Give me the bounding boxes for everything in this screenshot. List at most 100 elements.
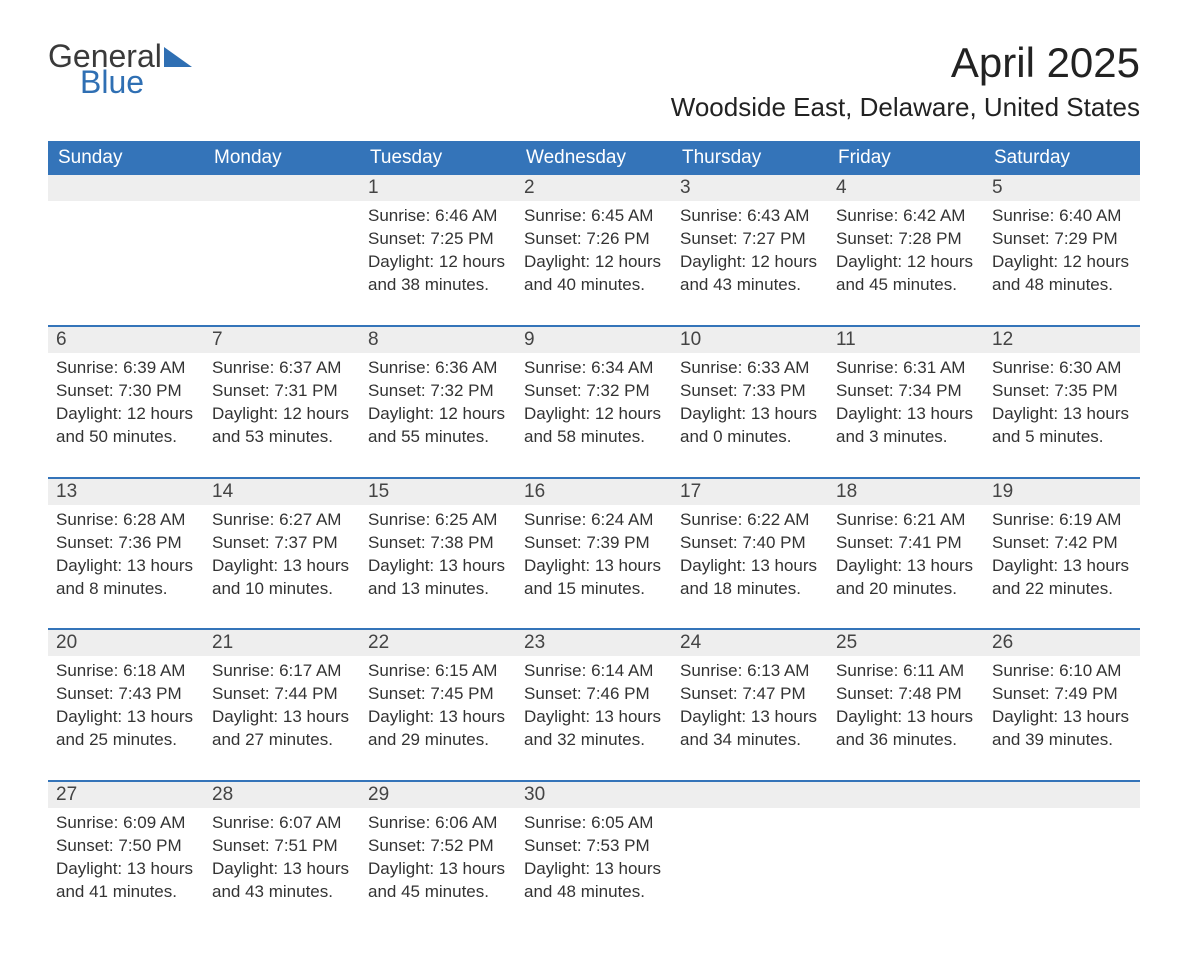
sunset-line: Sunset: 7:53 PM (524, 835, 664, 858)
day-content-cell: Sunrise: 6:40 AMSunset: 7:29 PMDaylight:… (984, 201, 1140, 326)
daylight-line: Daylight: 13 hours and 0 minutes. (680, 403, 820, 449)
month-title: April 2025 (671, 40, 1140, 86)
sunset-line: Sunset: 7:50 PM (56, 835, 196, 858)
weekday-header: Sunday (48, 141, 204, 175)
day-content-cell: Sunrise: 6:30 AMSunset: 7:35 PMDaylight:… (984, 353, 1140, 478)
day-content-cell: Sunrise: 6:19 AMSunset: 7:42 PMDaylight:… (984, 505, 1140, 630)
sunset-line: Sunset: 7:45 PM (368, 683, 508, 706)
day-number-cell: 25 (828, 629, 984, 656)
sunrise-line: Sunrise: 6:39 AM (56, 357, 196, 380)
daylight-line: Daylight: 12 hours and 40 minutes. (524, 251, 664, 297)
day-content-cell (672, 808, 828, 932)
day-number-cell: 27 (48, 781, 204, 808)
sunset-line: Sunset: 7:49 PM (992, 683, 1132, 706)
day-number-cell: 28 (204, 781, 360, 808)
day-content-cell: Sunrise: 6:37 AMSunset: 7:31 PMDaylight:… (204, 353, 360, 478)
sunrise-line: Sunrise: 6:45 AM (524, 205, 664, 228)
week-daynum-row: 13141516171819 (48, 478, 1140, 505)
daylight-line: Daylight: 13 hours and 36 minutes. (836, 706, 976, 752)
day-number-cell: 22 (360, 629, 516, 656)
day-number-cell (984, 781, 1140, 808)
sunset-line: Sunset: 7:30 PM (56, 380, 196, 403)
daylight-line: Daylight: 12 hours and 53 minutes. (212, 403, 352, 449)
day-number-cell: 26 (984, 629, 1140, 656)
day-content-cell: Sunrise: 6:31 AMSunset: 7:34 PMDaylight:… (828, 353, 984, 478)
day-content-cell: Sunrise: 6:28 AMSunset: 7:36 PMDaylight:… (48, 505, 204, 630)
sunset-line: Sunset: 7:34 PM (836, 380, 976, 403)
week-content-row: Sunrise: 6:39 AMSunset: 7:30 PMDaylight:… (48, 353, 1140, 478)
sunrise-line: Sunrise: 6:17 AM (212, 660, 352, 683)
weekday-header: Saturday (984, 141, 1140, 175)
daylight-line: Daylight: 12 hours and 43 minutes. (680, 251, 820, 297)
weekday-header: Monday (204, 141, 360, 175)
daylight-line: Daylight: 13 hours and 18 minutes. (680, 555, 820, 601)
daylight-line: Daylight: 13 hours and 29 minutes. (368, 706, 508, 752)
day-content-cell: Sunrise: 6:07 AMSunset: 7:51 PMDaylight:… (204, 808, 360, 932)
week-content-row: Sunrise: 6:18 AMSunset: 7:43 PMDaylight:… (48, 656, 1140, 781)
day-number-cell: 20 (48, 629, 204, 656)
sunrise-line: Sunrise: 6:40 AM (992, 205, 1132, 228)
day-number-cell: 5 (984, 175, 1140, 201)
sunrise-line: Sunrise: 6:25 AM (368, 509, 508, 532)
day-content-cell: Sunrise: 6:34 AMSunset: 7:32 PMDaylight:… (516, 353, 672, 478)
sunrise-line: Sunrise: 6:27 AM (212, 509, 352, 532)
sunrise-line: Sunrise: 6:18 AM (56, 660, 196, 683)
daylight-line: Daylight: 13 hours and 43 minutes. (212, 858, 352, 904)
day-number-cell (672, 781, 828, 808)
sunset-line: Sunset: 7:36 PM (56, 532, 196, 555)
daylight-line: Daylight: 13 hours and 5 minutes. (992, 403, 1132, 449)
weekday-header: Tuesday (360, 141, 516, 175)
sunrise-line: Sunrise: 6:37 AM (212, 357, 352, 380)
weekday-header: Wednesday (516, 141, 672, 175)
week-content-row: Sunrise: 6:46 AMSunset: 7:25 PMDaylight:… (48, 201, 1140, 326)
day-content-cell: Sunrise: 6:13 AMSunset: 7:47 PMDaylight:… (672, 656, 828, 781)
day-content-cell: Sunrise: 6:25 AMSunset: 7:38 PMDaylight:… (360, 505, 516, 630)
daylight-line: Daylight: 12 hours and 48 minutes. (992, 251, 1132, 297)
sunset-line: Sunset: 7:42 PM (992, 532, 1132, 555)
location-subtitle: Woodside East, Delaware, United States (671, 92, 1140, 123)
sunrise-line: Sunrise: 6:43 AM (680, 205, 820, 228)
sunrise-line: Sunrise: 6:09 AM (56, 812, 196, 835)
day-number-cell: 6 (48, 326, 204, 353)
weekday-header: Thursday (672, 141, 828, 175)
day-number-cell (48, 175, 204, 201)
sunset-line: Sunset: 7:51 PM (212, 835, 352, 858)
day-content-cell: Sunrise: 6:17 AMSunset: 7:44 PMDaylight:… (204, 656, 360, 781)
day-content-cell: Sunrise: 6:10 AMSunset: 7:49 PMDaylight:… (984, 656, 1140, 781)
header-bar: General Blue April 2025 Woodside East, D… (48, 40, 1140, 137)
sunrise-line: Sunrise: 6:28 AM (56, 509, 196, 532)
day-number-cell: 4 (828, 175, 984, 201)
daylight-line: Daylight: 12 hours and 45 minutes. (836, 251, 976, 297)
day-content-cell: Sunrise: 6:43 AMSunset: 7:27 PMDaylight:… (672, 201, 828, 326)
day-number-cell: 3 (672, 175, 828, 201)
day-number-cell: 21 (204, 629, 360, 656)
daylight-line: Daylight: 13 hours and 13 minutes. (368, 555, 508, 601)
daylight-line: Daylight: 13 hours and 32 minutes. (524, 706, 664, 752)
daylight-line: Daylight: 12 hours and 50 minutes. (56, 403, 196, 449)
week-daynum-row: 20212223242526 (48, 629, 1140, 656)
day-number-cell: 12 (984, 326, 1140, 353)
day-number-cell: 24 (672, 629, 828, 656)
sunrise-line: Sunrise: 6:11 AM (836, 660, 976, 683)
week-daynum-row: 6789101112 (48, 326, 1140, 353)
week-content-row: Sunrise: 6:09 AMSunset: 7:50 PM Daylight:… (48, 808, 1140, 932)
daylight-line: Daylight: 13 hours and 22 minutes. (992, 555, 1132, 601)
day-content-cell: Sunrise: 6:22 AMSunset: 7:40 PMDaylight:… (672, 505, 828, 630)
sunset-line: Sunset: 7:41 PM (836, 532, 976, 555)
day-number-cell: 11 (828, 326, 984, 353)
daylight-line: Daylight: 13 hours and 10 minutes. (212, 555, 352, 601)
sunrise-line: Sunrise: 6:22 AM (680, 509, 820, 532)
day-number-cell: 1 (360, 175, 516, 201)
day-content-cell: Sunrise: 6:14 AMSunset: 7:46 PMDaylight:… (516, 656, 672, 781)
day-content-cell (984, 808, 1140, 932)
day-content-cell: Sunrise: 6:11 AMSunset: 7:48 PMDaylight:… (828, 656, 984, 781)
day-content-cell (204, 201, 360, 326)
weekday-header: Friday (828, 141, 984, 175)
daylight-line: Daylight: 13 hours and 27 minutes. (212, 706, 352, 752)
daylight-line: Daylight: 13 hours and 45 minutes. (368, 858, 508, 904)
day-number-cell: 18 (828, 478, 984, 505)
sunset-line: Sunset: 7:43 PM (56, 683, 196, 706)
sunset-line: Sunset: 7:31 PM (212, 380, 352, 403)
daylight-line: Daylight: 13 hours and 25 minutes. (56, 706, 196, 752)
day-content-cell: Sunrise: 6:06 AMSunset: 7:52 PMDaylight:… (360, 808, 516, 932)
